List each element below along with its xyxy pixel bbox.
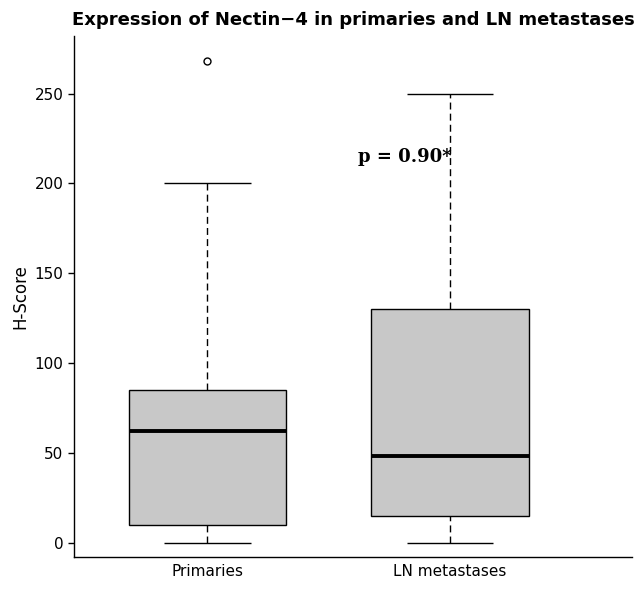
Y-axis label: H-Score: H-Score [11, 264, 29, 329]
Text: p = 0.90*: p = 0.90* [358, 148, 451, 166]
Bar [371, 309, 529, 516]
Bar [129, 390, 286, 525]
Title: Expression of Nectin−4 in primaries and LN metastases: Expression of Nectin−4 in primaries and … [71, 11, 634, 29]
